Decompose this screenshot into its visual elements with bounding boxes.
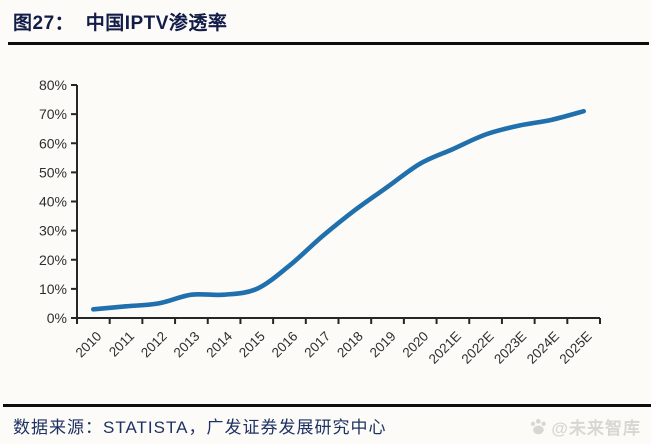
x-tick-label: 2013: [171, 329, 203, 361]
x-axis: 2010 2011 2012 2013 2014 2015 2016 2017 2018 2019…: [73, 317, 601, 367]
y-tick-label: 40%: [39, 194, 67, 210]
x-tick-label: 2017: [301, 329, 333, 361]
x-tick-label: 2010: [73, 329, 105, 361]
y-tick-label: 60%: [39, 135, 67, 151]
x-tick-label: 2022E: [458, 329, 496, 367]
y-tick-label: 10%: [39, 281, 67, 297]
x-tick-label: 2019: [367, 329, 399, 361]
x-tick-label: 2016: [269, 329, 301, 361]
watermark-text: @未来智库: [551, 419, 641, 438]
paw-icon: [531, 418, 547, 435]
y-tick-label: 70%: [39, 106, 67, 122]
x-tick-label: 2018: [334, 329, 366, 361]
title-divider: [8, 42, 649, 45]
y-tick-label: 80%: [39, 77, 67, 93]
x-tick-label: 2011: [106, 329, 137, 360]
x-tick-label: 2024E: [524, 329, 562, 367]
data-source-text: 数据来源：STATISTA，广发证券发展研究中心: [13, 418, 387, 437]
x-tick-label: 2014: [203, 328, 235, 360]
iptv-penetration-line-chart: 0%10%20%30%40%50%60%70%80% 2010 2011 2012 2…: [39, 77, 601, 367]
figure-title: 图27： 中国IPTV渗透率: [13, 13, 228, 34]
footer-divider: [3, 404, 651, 407]
y-tick-label: 50%: [39, 164, 67, 180]
y-tick-label: 20%: [39, 252, 67, 268]
penetration-series-line: [91, 108, 586, 312]
x-tick-label: 2025E: [557, 329, 595, 367]
y-axis: 0% 10% 20% 30% 40% 50% 60% 70% 80%: [39, 77, 78, 326]
y-tick-label: 30%: [39, 223, 67, 239]
x-tick-label: 2021E: [426, 329, 464, 367]
x-tick-label: 2023E: [491, 329, 529, 367]
y-tick-label: 0%: [47, 310, 67, 326]
x-tick-label: 2015: [236, 329, 268, 361]
x-tick-label: 2012: [138, 329, 170, 361]
watermark: @未来智库: [529, 414, 641, 439]
